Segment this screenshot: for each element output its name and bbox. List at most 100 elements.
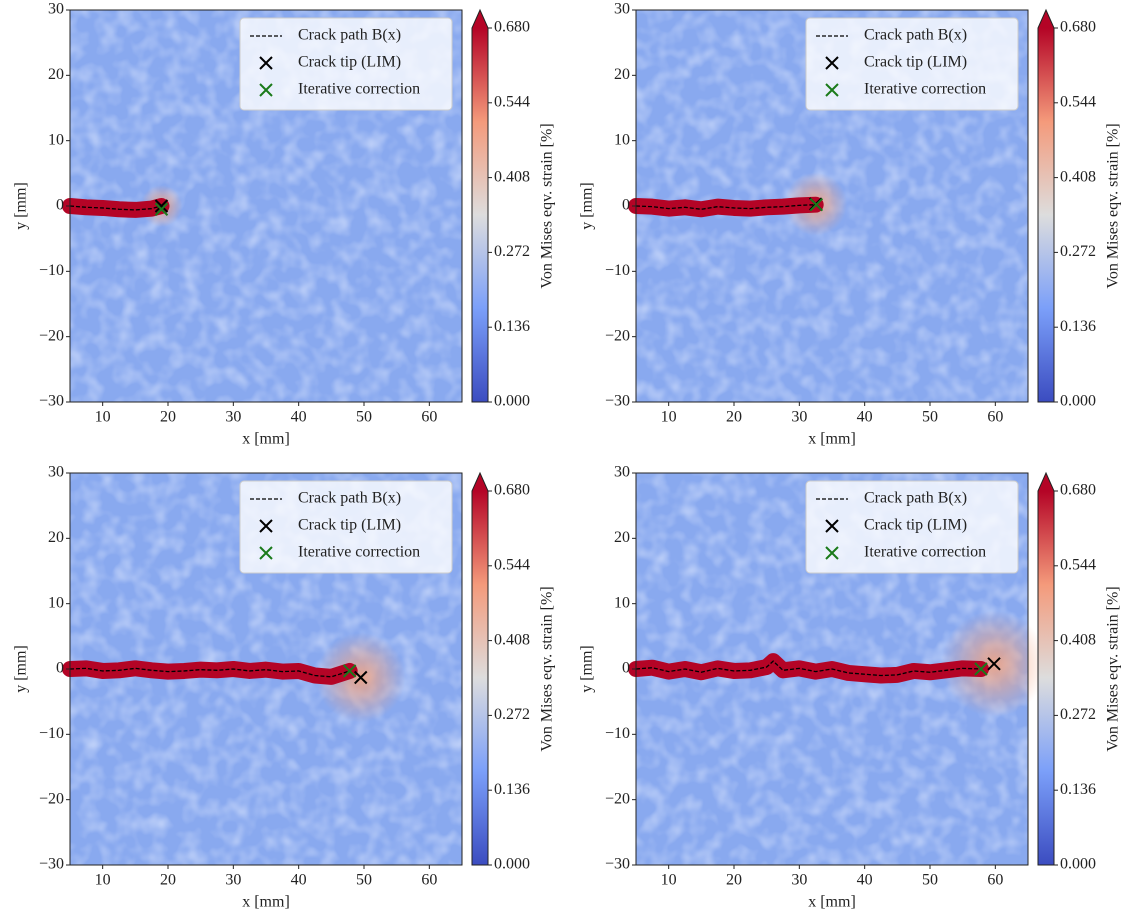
legend-label: Crack tip (LIM): [298, 517, 401, 534]
y-tick-label: −20: [605, 790, 630, 807]
colorbar-tick-label: 0.680: [494, 19, 530, 36]
legend-marker: [259, 83, 273, 97]
y-tick-label: 0: [622, 197, 630, 214]
y-tick-label: −10: [605, 725, 630, 742]
colorbar-tick-label: 0.272: [494, 706, 530, 723]
legend-marker: [825, 83, 839, 97]
y-tick-label: 20: [48, 66, 64, 83]
colorbar-tick-label: 0.272: [494, 243, 530, 260]
x-axis-label: x [mm]: [242, 431, 290, 448]
crack-tip-marker: [154, 199, 169, 213]
colorbar: [472, 28, 488, 402]
colorbar-extend: [1038, 473, 1054, 491]
legend-label: Crack path B(x): [298, 27, 401, 44]
legend-marker: [259, 546, 273, 560]
x-tick-label: 50: [356, 872, 372, 889]
x-tick-label: 30: [791, 409, 807, 426]
legend-label: Iterative correction: [298, 544, 420, 561]
y-axis-label: y [mm]: [579, 182, 596, 230]
legend-label: Crack tip (LIM): [298, 54, 401, 71]
y-tick-label: −20: [605, 327, 630, 344]
legend-label: Crack path B(x): [864, 27, 967, 44]
x-tick-label: 30: [225, 409, 241, 426]
x-tick-label: 20: [726, 409, 742, 426]
legend-box: [805, 17, 1019, 111]
legend-box: [805, 480, 1019, 574]
legend-marker: [825, 546, 839, 560]
crack-tip-marker: [809, 197, 824, 212]
x-tick-label: 10: [661, 409, 677, 426]
colorbar-tick-label: 0.408: [1060, 168, 1096, 185]
colorbar-tick-label: 0.408: [494, 631, 530, 648]
x-tick-label: 40: [291, 872, 307, 889]
x-tick-label: 10: [95, 872, 111, 889]
x-tick-label: 30: [791, 872, 807, 889]
colorbar-extend: [472, 10, 488, 28]
colorbar-frame: [471, 471, 489, 866]
y-tick-label: 20: [48, 529, 64, 546]
y-tick-label: −20: [39, 327, 64, 344]
x-tick-label: 40: [291, 409, 307, 426]
legend-marker: [825, 56, 839, 70]
crack-tip-marker: [154, 202, 169, 216]
colorbar-frame: [1037, 471, 1055, 866]
colorbar-tick-label: 0.680: [1060, 482, 1096, 499]
colorbar-label: Von Mises eqv. strain [%]: [539, 123, 556, 288]
y-tick-label: 30: [48, 1, 64, 18]
x-axis-label: x [mm]: [808, 894, 856, 911]
legend-label: Iterative correction: [298, 81, 420, 98]
y-tick-label: 30: [614, 464, 630, 481]
y-tick-label: 10: [614, 131, 630, 148]
colorbar-extend: [472, 473, 488, 491]
x-tick-label: 30: [225, 872, 241, 889]
colorbar-tick-label: 0.544: [1060, 93, 1096, 110]
y-axis-label: y [mm]: [13, 645, 30, 693]
y-tick-label: 30: [48, 464, 64, 481]
x-tick-label: 20: [726, 872, 742, 889]
colorbar-tick-label: 0.136: [494, 318, 530, 335]
legend-box: [239, 480, 453, 574]
colorbar-tick-label: 0.000: [494, 856, 530, 873]
colorbar-tick-label: 0.136: [494, 781, 530, 798]
x-tick-label: 20: [160, 872, 176, 889]
colorbar-tick-label: 0.408: [1060, 631, 1096, 648]
crack-tip-marker: [974, 662, 988, 676]
x-tick-label: 60: [421, 409, 437, 426]
y-tick-label: 10: [614, 594, 630, 611]
colorbar-frame: [471, 8, 489, 403]
colorbar-tick-label: 0.680: [1060, 19, 1096, 36]
colorbar: [1038, 28, 1054, 402]
y-tick-label: 10: [48, 594, 64, 611]
x-tick-label: 50: [356, 409, 372, 426]
x-tick-label: 10: [661, 872, 677, 889]
y-tick-label: 0: [622, 660, 630, 677]
crack-tip-marker: [987, 657, 1001, 671]
crack-tip-marker: [342, 664, 357, 678]
y-tick-label: −10: [39, 725, 64, 742]
x-tick-label: 60: [987, 409, 1003, 426]
y-tick-label: −10: [39, 262, 64, 279]
crack-tip-marker: [354, 670, 368, 685]
legend-label: Crack path B(x): [864, 490, 967, 507]
legend-marker: [259, 56, 273, 70]
x-axis-label: x [mm]: [808, 431, 856, 448]
y-tick-label: 10: [48, 131, 64, 148]
colorbar-tick-label: 0.136: [1060, 781, 1096, 798]
y-tick-label: 20: [614, 66, 630, 83]
y-tick-label: −20: [39, 790, 64, 807]
crack-path: [69, 667, 350, 678]
y-tick-label: −30: [605, 393, 630, 410]
crack-path: [69, 205, 162, 211]
colorbar-label: Von Mises eqv. strain [%]: [539, 586, 556, 751]
legend-box: [239, 17, 453, 111]
colorbar-frame: [1037, 8, 1055, 403]
x-tick-label: 20: [160, 409, 176, 426]
y-axis-label: y [mm]: [579, 645, 596, 693]
x-tick-label: 10: [95, 409, 111, 426]
y-tick-label: 30: [614, 1, 630, 18]
colorbar-tick-label: 0.272: [1060, 243, 1096, 260]
legend-marker: [825, 519, 839, 533]
colorbar-tick-label: 0.272: [1060, 706, 1096, 723]
x-tick-label: 60: [421, 872, 437, 889]
